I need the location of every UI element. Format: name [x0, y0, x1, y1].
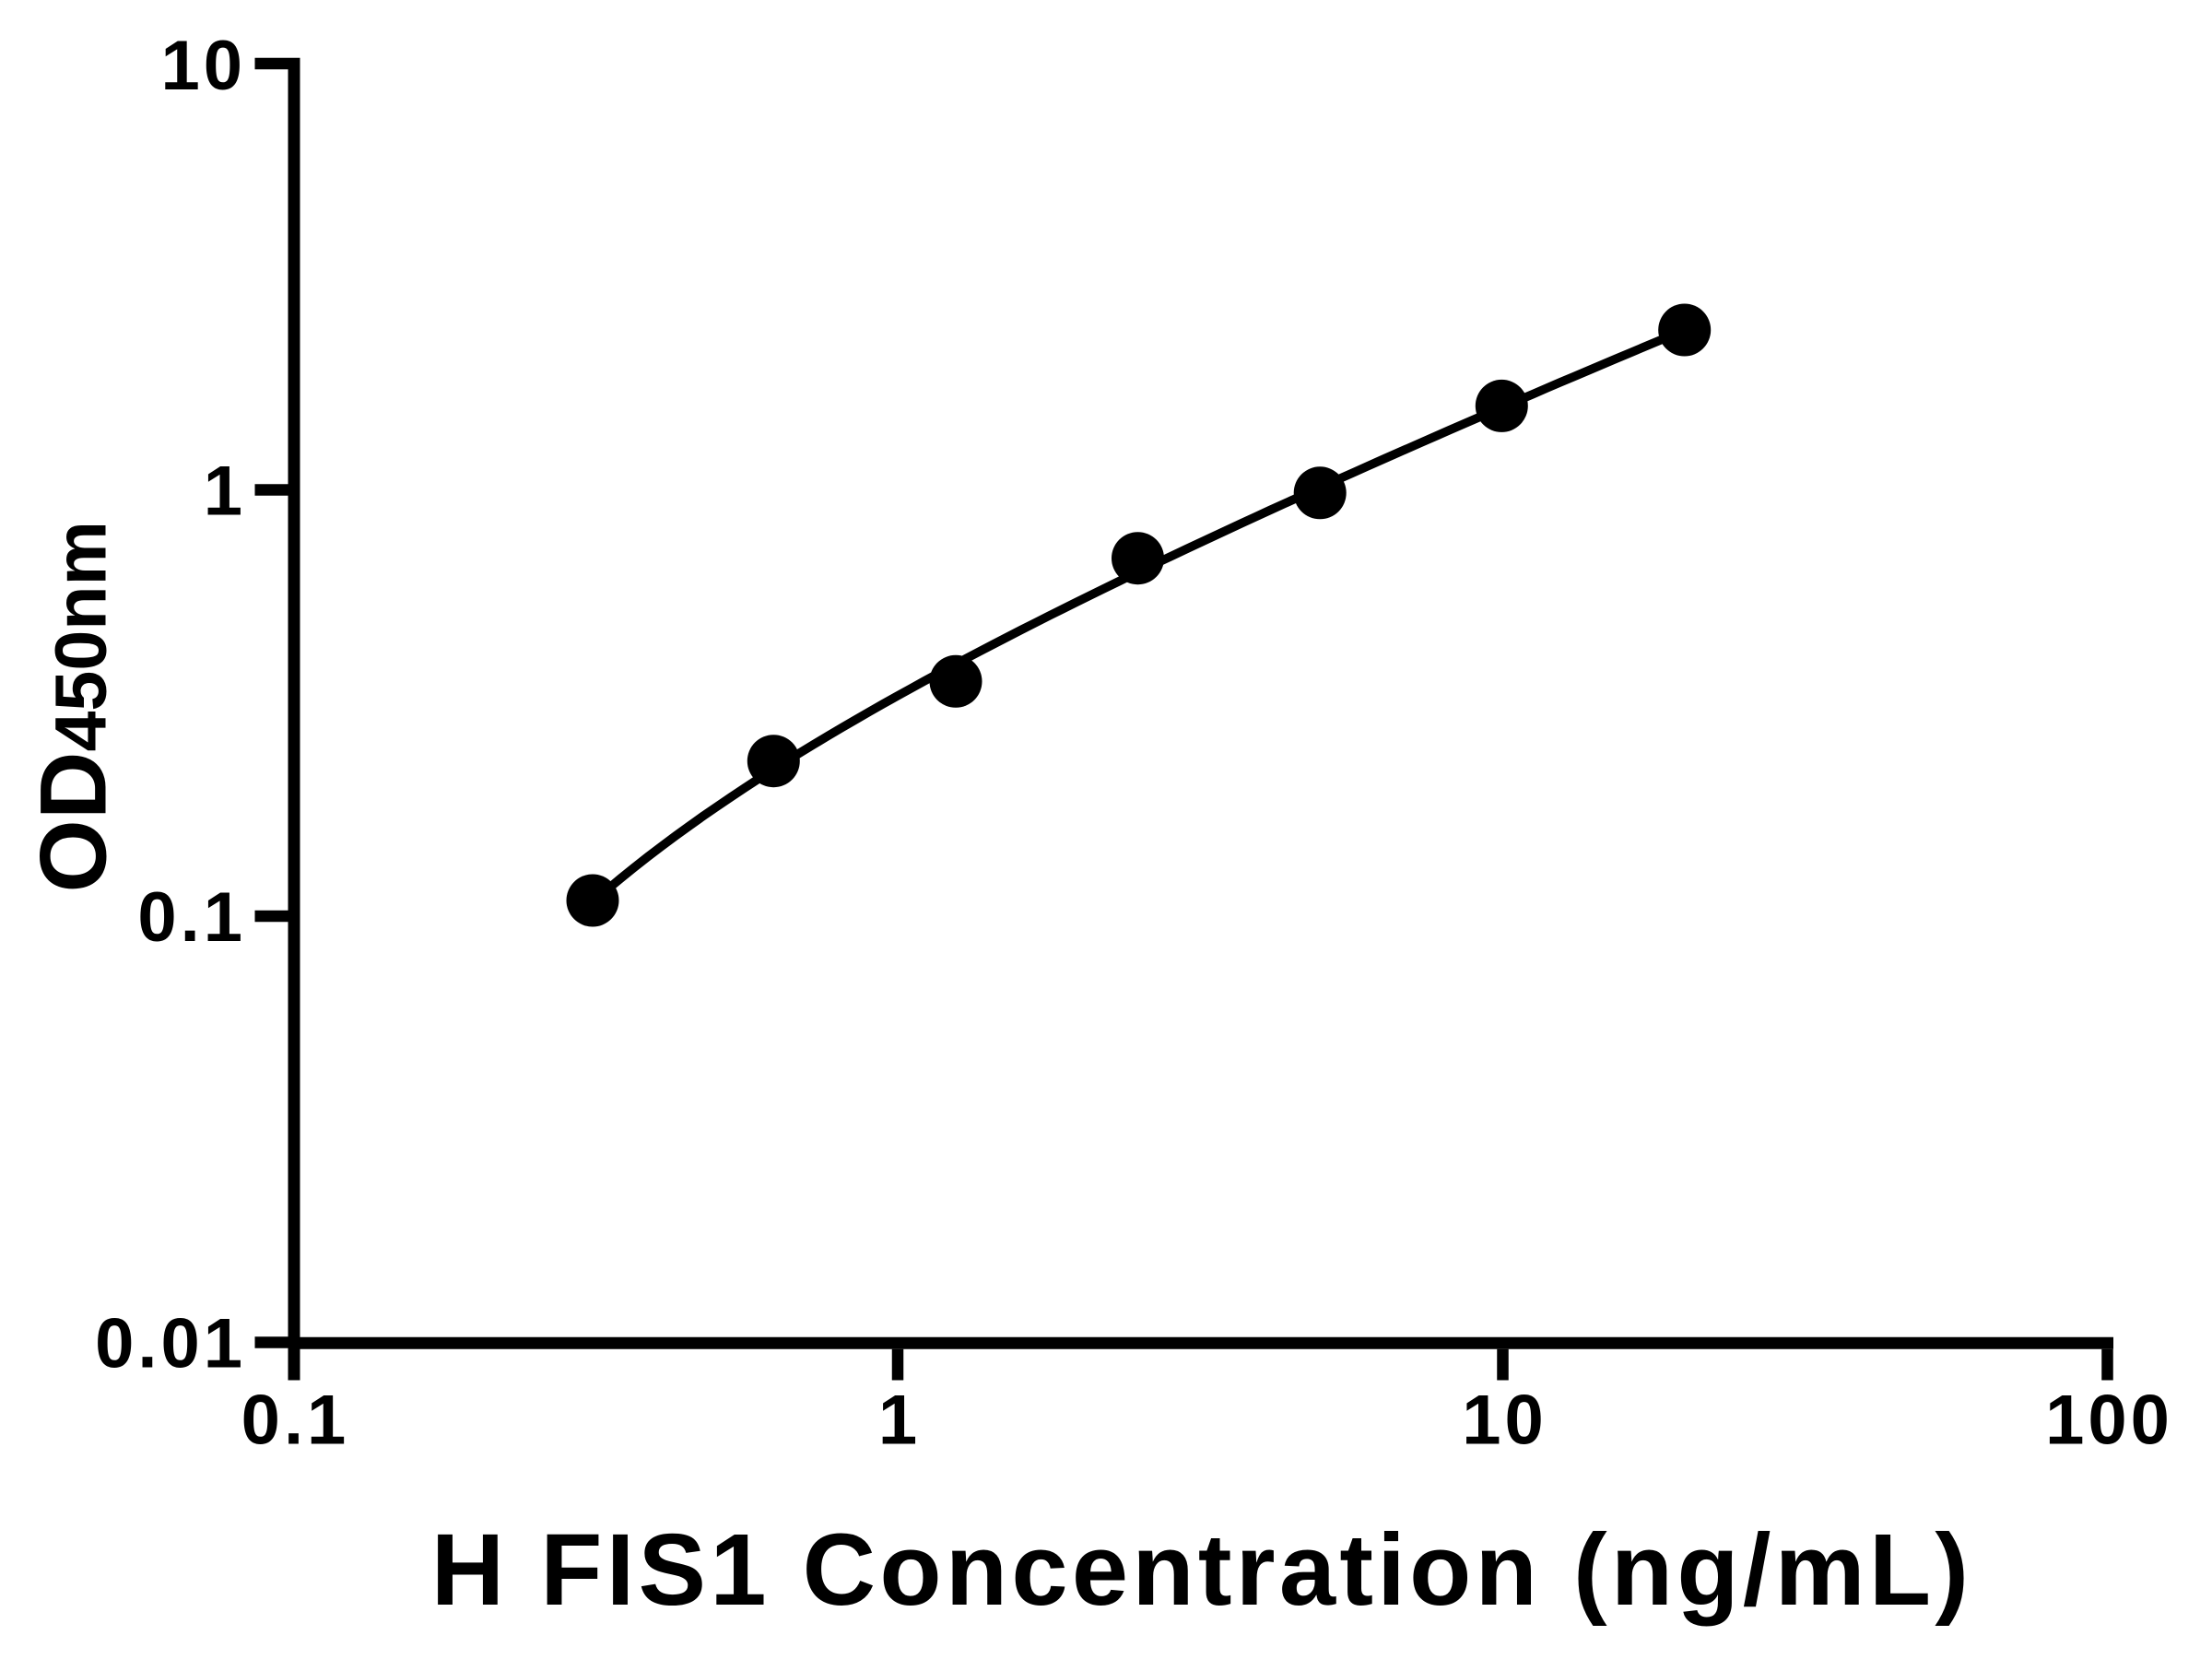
svg-text:0.01: 0.01: [95, 1305, 246, 1383]
svg-text:1: 1: [204, 453, 246, 531]
svg-text:1: 1: [878, 1382, 921, 1460]
svg-text:OD450nm: OD450nm: [21, 521, 126, 892]
svg-text:H FIS1 Concentration (ng/mL): H FIS1 Concentration (ng/mL): [431, 1513, 1973, 1627]
svg-text:100: 100: [2045, 1382, 2173, 1460]
svg-text:10: 10: [160, 27, 246, 105]
svg-text:0.1: 0.1: [241, 1382, 350, 1460]
svg-text:10: 10: [1462, 1382, 1547, 1460]
svg-text:0.1: 0.1: [137, 878, 246, 957]
